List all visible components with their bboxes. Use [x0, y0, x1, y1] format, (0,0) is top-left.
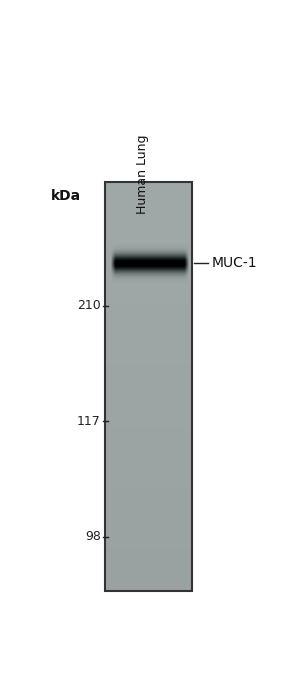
- Text: kDa: kDa: [51, 189, 81, 203]
- Text: 117: 117: [77, 414, 101, 427]
- Text: Human Lung: Human Lung: [136, 135, 149, 215]
- Text: MUC-1: MUC-1: [211, 257, 257, 270]
- Bar: [105, 182, 192, 591]
- Text: 210: 210: [77, 299, 101, 312]
- Text: 98: 98: [85, 530, 101, 543]
